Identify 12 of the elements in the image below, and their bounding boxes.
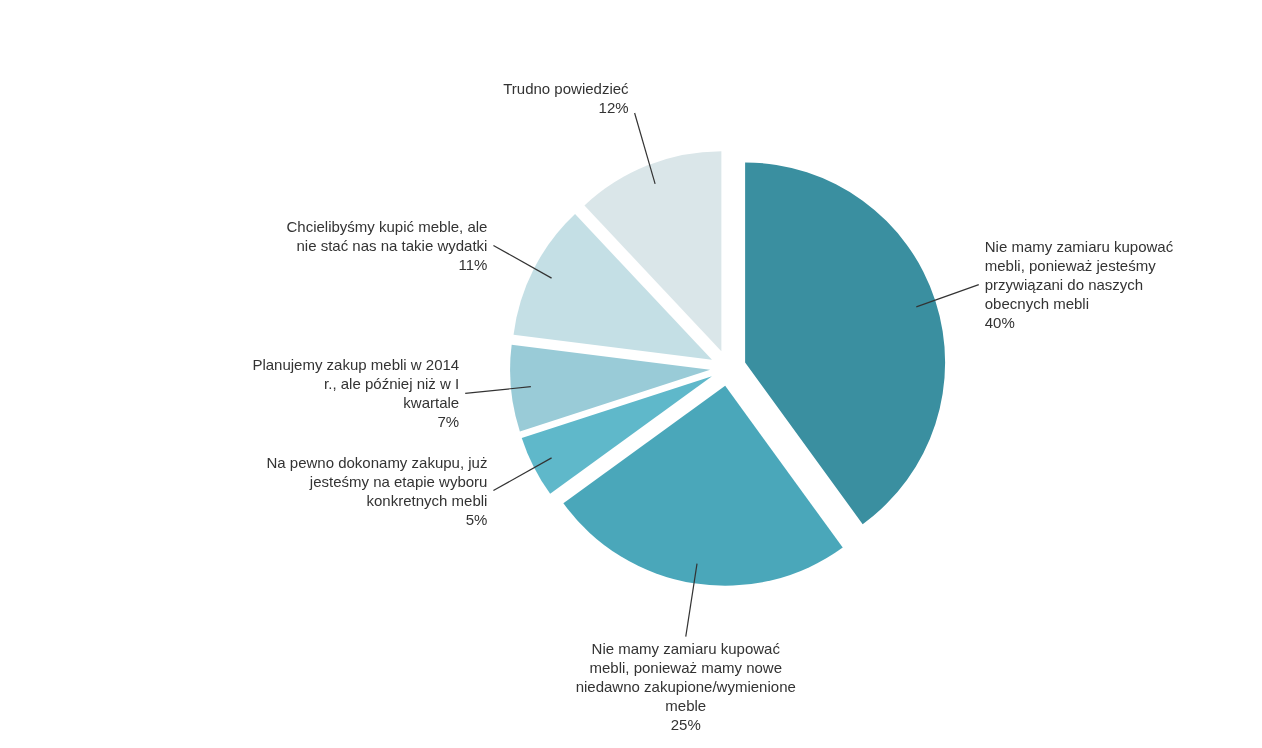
slice-label: Trudno powiedzieć: [503, 79, 630, 97]
data-label: 40%: [984, 314, 1015, 332]
slice-label: Na pewno dokonamy zakupu, już jesteśmy na etapie wyboru konkretnych mebli: [266, 453, 488, 509]
data-label: 5%: [465, 510, 488, 528]
slice-label: Planujemy zakup mebli w 2014 r., ale później niż w I kwartale: [252, 356, 460, 412]
slice-label: Nie mamy zamiaru kupować mebli, ponieważ jesteśmy przywiązani do naszych obecnych mebli: [984, 238, 1174, 313]
data-label: 12%: [598, 98, 629, 116]
data-label: 7%: [437, 413, 460, 431]
data-label: 25%: [670, 715, 701, 733]
slice-label: Chcielibyśmy kupić meble, ale nie stać nas na takie wydatki: [286, 217, 488, 254]
slice-label: Nie mamy zamiaru kupować mebli, ponieważ mamy nowe niedawno zakupione/wymienione meble: [575, 639, 796, 714]
data-label: 11%: [458, 255, 488, 273]
